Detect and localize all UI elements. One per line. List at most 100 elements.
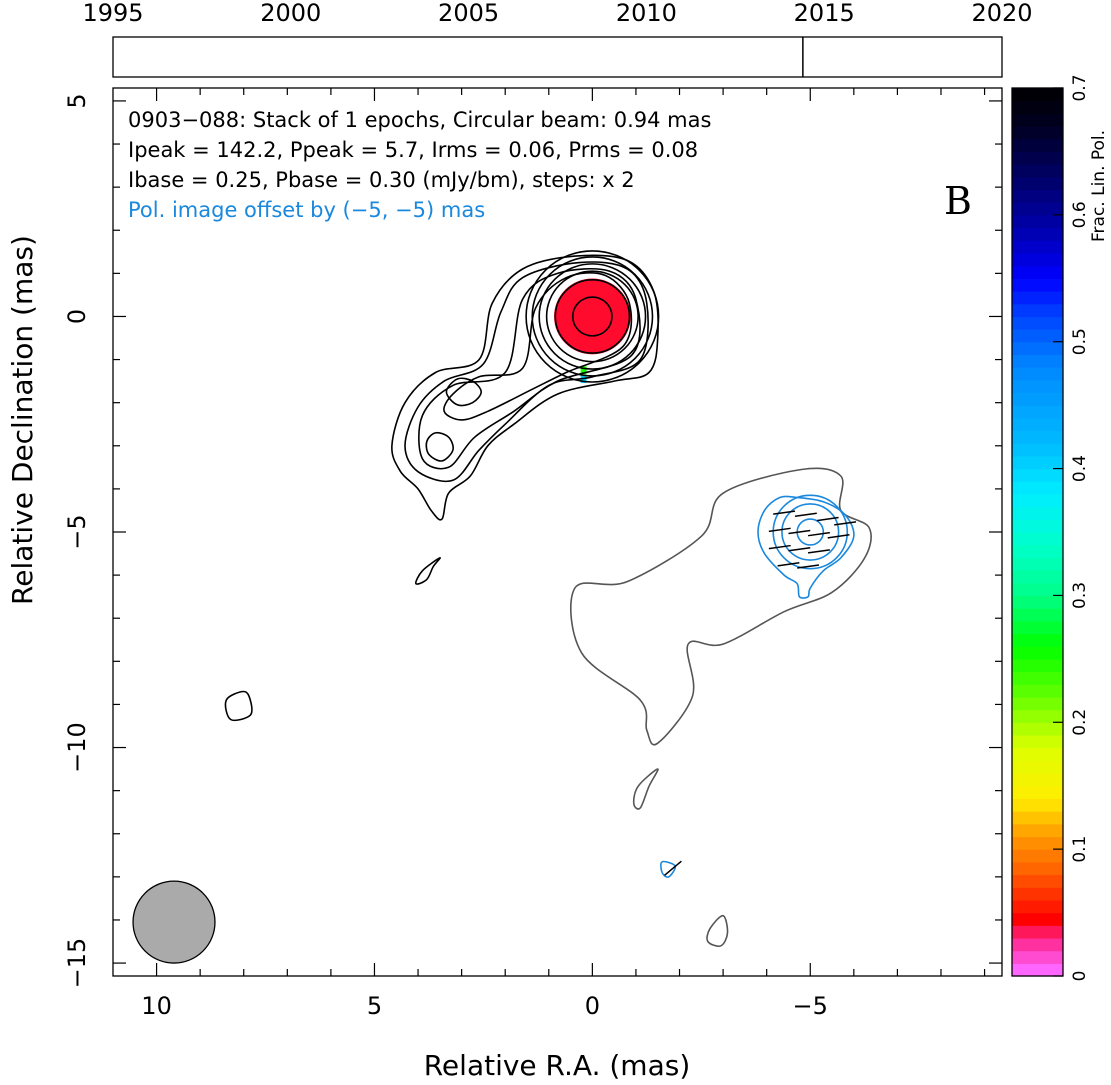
colorbar-step [1012,354,1063,368]
colorbar-step [1012,671,1063,685]
colorbar-step [1012,582,1063,597]
colorbar-step [1012,367,1063,381]
fpol-pixel [580,366,587,375]
timeline-frame [112,36,1003,78]
x-tick-label: 10 [141,992,172,1020]
colorbar-step [1012,481,1063,495]
y-tick-label: −5 [63,514,91,549]
offset_intensity-contour [706,914,729,947]
colorbar-step [1012,202,1063,216]
x-axis-title: Relative R.A. (mas) [424,1049,691,1082]
colorbar-title: Frac. Lin. Pol. [1089,130,1109,242]
colorbar-step [1012,734,1063,749]
colorbar-tick-label: 0 [1070,971,1090,982]
y-tick-label: 5 [63,93,91,108]
header-line-2: Ipeak = 142.2, Ppeak = 5.7, Irms = 0.06,… [128,138,698,162]
total_intensity-contour [224,690,253,722]
colorbar-step [1012,773,1063,787]
colorbar-tick-label: 0.7 [1070,74,1090,101]
epoch-timeline: 1995 2000 2005 2010 2015 2020 [82,0,1033,78]
colorbar-step [1012,861,1063,876]
beam-ellipse [132,880,216,964]
colorbar-step [1012,646,1063,660]
total_intensity-contour [554,279,631,354]
colorbar-tick-label: 0.6 [1070,201,1090,228]
timeline-year-label: 2015 [794,0,855,27]
colorbar-step [1012,176,1063,191]
colorbar-step [1012,722,1063,736]
colorbar-step [1012,392,1063,406]
total_intensity-contour [545,270,639,363]
x-tick-label: −5 [793,992,828,1020]
colorbar-step [1012,823,1063,838]
y-tick-label: −10 [63,722,91,773]
y-tick-label: −15 [63,938,91,989]
colorbar-step [1012,557,1063,571]
colorbar-step [1012,417,1063,432]
colorbar-step [1012,316,1063,330]
colorbar-step [1012,811,1063,825]
total_intensity-contour [418,267,641,470]
colorbar-step [1012,227,1063,241]
colorbar-step [1012,532,1063,546]
contour-layer [224,250,872,947]
total_intensity-contour [391,254,659,521]
colorbar-step [1012,493,1063,508]
colorbar-step [1012,379,1063,394]
colorbar-step [1012,633,1063,647]
polarization-contour [781,503,840,561]
colorbar-step [1012,887,1063,901]
evpa-tick [777,562,800,567]
colorbar-step [1012,937,1063,952]
colorbar-step [1012,798,1063,812]
total_intensity-contour [571,296,613,337]
colorbar-ticks: 0 0.1 0.2 0.3 0.4 0.5 0.6 0.7 [1053,74,1090,981]
colorbar-step [1012,278,1063,292]
colorbar-step [1012,151,1063,165]
evpa-tick [794,512,817,518]
evpa-tick [664,860,682,876]
header-line-3: Ibase = 0.25, Pbase = 0.30 (mJy/bm), ste… [128,168,635,192]
evpa-layer [664,510,857,876]
colorbar-step [1012,430,1063,444]
total_intensity-contour [445,377,483,407]
polarization-contour [772,494,849,570]
evpa-tick [768,527,791,533]
evpa-tick [788,546,811,552]
colorbar-step [1012,849,1063,863]
plot-area: 10 5 0 −5 5 0 −5 −10 −15 0903−088: Stack of 1 e… [63,87,1003,1020]
colorbar-step [1012,138,1063,153]
timeline-year-label: 1995 [82,0,143,27]
colorbar-step [1012,519,1063,533]
colorbar-tick-label: 0.1 [1070,836,1090,863]
colorbar: 0 0.1 0.2 0.3 0.4 0.5 0.6 0.7 Frac. Lin. Pol. [1011,74,1109,981]
colorbar-step [1012,405,1063,419]
total_intensity-contour [531,256,654,377]
evpa-tick [773,510,796,515]
total_intensity-contour [538,263,647,370]
colorbar-step [1012,925,1063,939]
panel-label: B [944,179,972,223]
colorbar-tick-label: 0.4 [1070,455,1090,482]
x-tick-label: 5 [367,992,382,1020]
polarization-contour [757,495,855,599]
evpa-tick [797,564,820,569]
timeline-year-label: 2000 [260,0,321,27]
total_intensity-contour [425,431,454,462]
colorbar-step [1012,252,1063,267]
colorbar-step [1012,290,1063,305]
colorbar-step [1012,189,1063,203]
colorbar-step [1012,506,1063,520]
colorbar-step [1012,329,1063,343]
colorbar-step [1012,164,1063,178]
colorbar-step [1012,899,1063,914]
colorbar-step [1012,912,1063,926]
y-axis-title: Relative Declination (mas) [6,235,39,605]
colorbar-step [1012,595,1063,609]
evpa-tick [768,544,791,550]
colorbar-step [1012,468,1063,482]
offset_intensity-contour [632,768,659,810]
fractional-polarization-map [554,278,631,383]
timeline-year-label: 2010 [616,0,677,27]
